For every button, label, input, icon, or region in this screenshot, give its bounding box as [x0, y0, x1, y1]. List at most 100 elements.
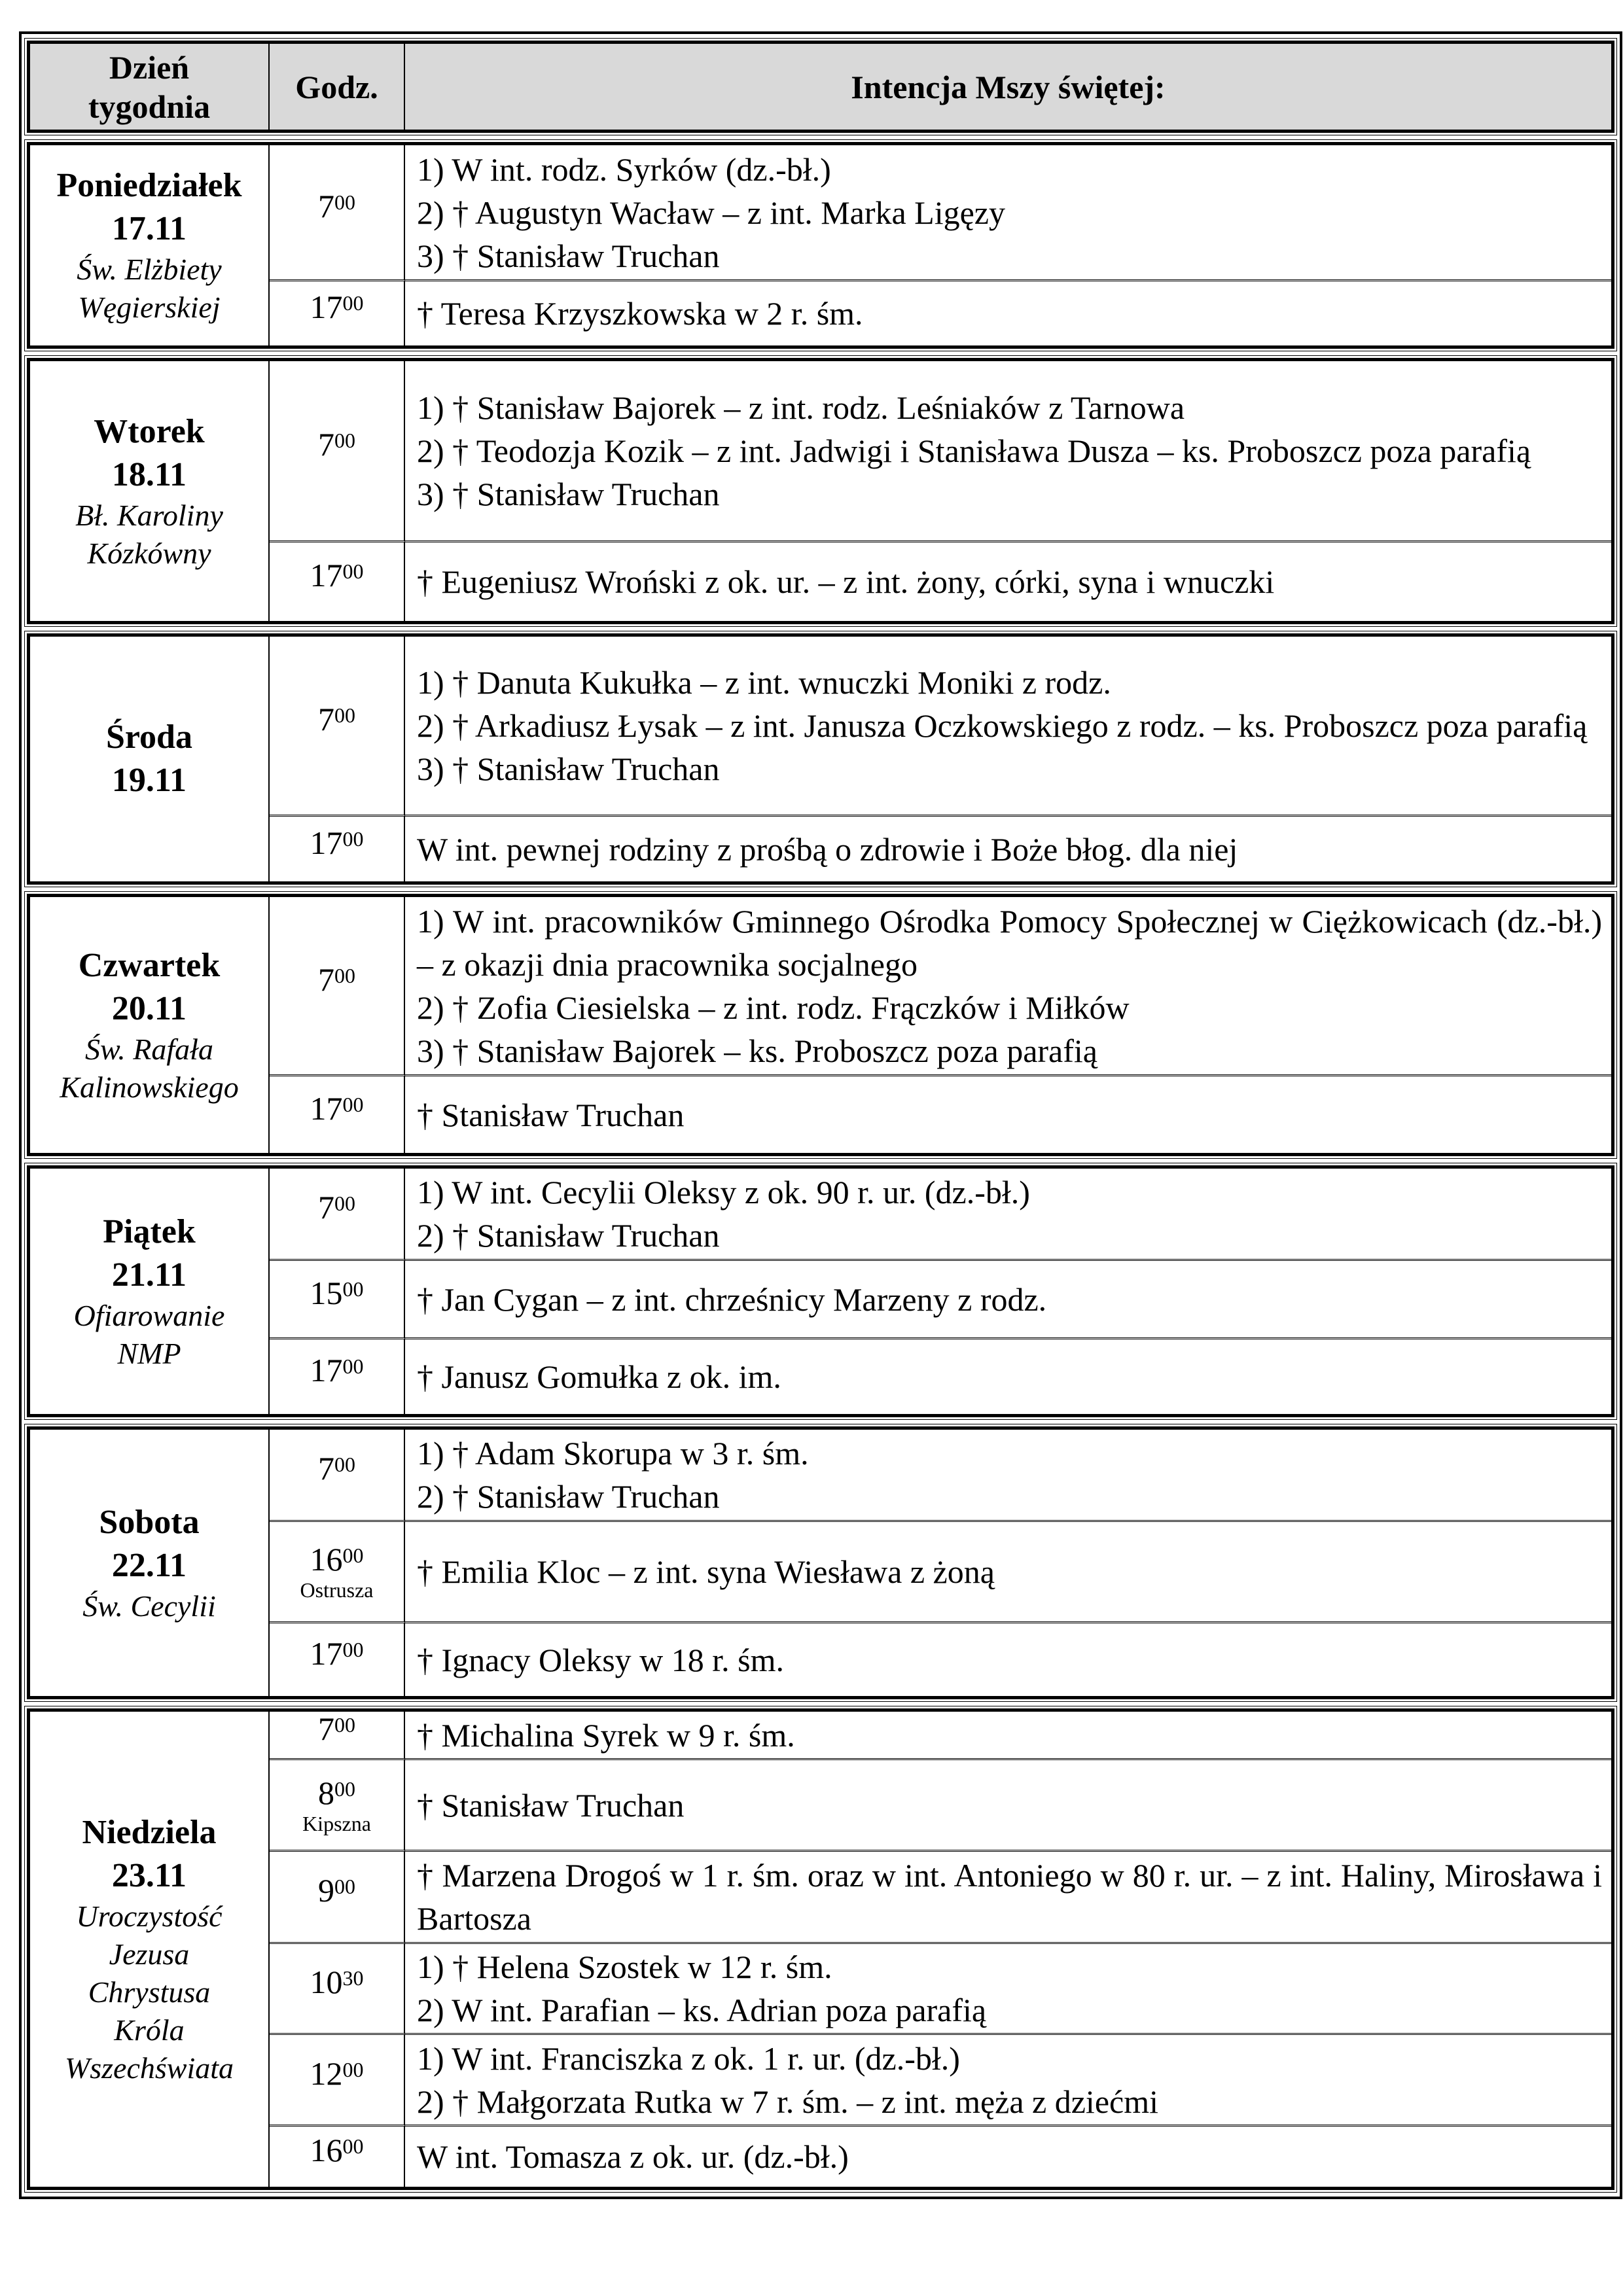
hour-min: 00 [334, 1712, 355, 1737]
mass-hour: 700 [270, 361, 405, 542]
day-date: 18.11 [111, 455, 187, 493]
day-cell: Poniedziałek 17.11 Św. Elżbiety Węgierskie… [30, 145, 270, 345]
hour-min: 00 [334, 703, 355, 727]
hour-h: 17 [310, 557, 343, 593]
day-cell: Środa 19.11 [30, 637, 270, 881]
hour-value: 700 [318, 701, 355, 737]
mass-intentions: 1) † Helena Szostek w 12 r. śm. 2) W int.… [405, 1944, 1611, 2035]
day-feast: Św. Rafała Kalinowskiego [60, 1032, 239, 1104]
mass-hour: 1700 [270, 281, 405, 345]
hour-min: 00 [342, 1277, 364, 1301]
mass-hour: 700 [270, 1430, 405, 1522]
mass-hour: 900 [270, 1852, 405, 1944]
hour-h: 8 [318, 1774, 334, 1811]
mass-intentions: † Teresa Krzyszkowska w 2 r. śm. [405, 281, 1611, 345]
mass-hour: 700 [270, 897, 405, 1076]
mass-hour: 700 [270, 145, 405, 281]
mass-hour: 1700 [270, 817, 405, 881]
day-name: Poniedziałek [56, 167, 242, 204]
mass-hour: 1600 Ostrusza [270, 1522, 405, 1623]
mass-intentions: 1) W int. rodz. Syrków (dz.-bł.) 2) † Aug… [405, 145, 1611, 281]
day-group: Wtorek 18.11 Bł. Karoliny Kózkówny 700 1) † … [24, 355, 1617, 627]
day-group: Niedziela 23.11 Uroczystość Jezusa Chrystu… [24, 1706, 1617, 2193]
hour-min: 00 [342, 1544, 364, 1567]
hour-min: 00 [334, 1192, 355, 1215]
day-group: Poniedziałek 17.11 Św. Elżbiety Węgierskie… [24, 139, 1617, 351]
intention-line: W int. pewnej rodziny z prośbą o zdrowie… [417, 830, 1238, 868]
hour-h: 7 [318, 961, 334, 998]
intention-line: † Jan Cygan – z int. chrześnicy Marzeny … [417, 1280, 1047, 1318]
hour-value: 1700 [310, 1352, 364, 1388]
day-name: Sobota [99, 1503, 200, 1541]
hour-value: 1200 [310, 2055, 364, 2092]
hour-value: 1600 [310, 1541, 364, 1578]
mass-intentions: † Emilia Kloc – z int. syna Wiesława z ż… [405, 1522, 1611, 1623]
intention-line: 1) W int. Cecylii Oleksy z ok. 90 r. ur.… [417, 1174, 1030, 1210]
mass-intentions: 1) † Stanisław Bajorek – z int. rodz. Le… [405, 361, 1611, 542]
hour-h: 17 [310, 289, 343, 325]
intention-line: W int. Tomasza z ok. ur. (dz.-bł.) [417, 2138, 849, 2175]
day-feast: Św. Cecylii [82, 1589, 216, 1623]
intention-line: 1) † Stanisław Bajorek – z int. rodz. Le… [417, 389, 1185, 426]
hour-h: 7 [318, 426, 334, 463]
day-name: Środa [106, 718, 192, 756]
day-date: 23.11 [111, 1857, 187, 1894]
mass-hour: 1600 [270, 2127, 405, 2187]
intention-line: † Michalina Syrek w 9 r. śm. [417, 1716, 795, 1754]
mass-intentions: 1) † Danuta Kukułka – z int. wnuczki Mon… [405, 637, 1611, 817]
intention-line: 1) W int. Franciszka z ok. 1 r. ur. (dz.… [417, 2040, 960, 2077]
mass-hour: 1700 [270, 1623, 405, 1696]
intention-line: 2) † Arkadiusz Łysak – z int. Janusza Oc… [417, 707, 1588, 744]
day-cell: Czwartek 20.11 Św. Rafała Kalinowskiego [30, 897, 270, 1153]
mass-intentions: 1) † Adam Skorupa w 3 r. śm. 2) † Stanisł… [405, 1430, 1611, 1522]
hour-value: 800 [318, 1775, 355, 1811]
hour-h: 17 [310, 1352, 343, 1388]
day-date: 21.11 [111, 1256, 187, 1294]
intention-line: 2) † Teodozja Kozik – z int. Jadwigi i S… [417, 433, 1531, 469]
mass-hour: 1200 [270, 2035, 405, 2127]
mass-location: Kipszna [302, 1811, 371, 1835]
day-name: Czwartek [78, 946, 221, 984]
hour-value: 1030 [310, 1964, 364, 2000]
intention-line: 2) † Zofia Ciesielska – z int. rodz. Frą… [417, 989, 1130, 1026]
hour-min: 00 [342, 559, 364, 583]
intention-line: † Janusz Gomułka z ok. im. [417, 1358, 781, 1395]
hour-h: 7 [318, 187, 334, 224]
mass-intentions: † Michalina Syrek w 9 r. śm. [405, 1712, 1611, 1760]
hour-min: 00 [342, 291, 364, 315]
day-cell: Sobota 22.11 Św. Cecylii [30, 1430, 270, 1696]
mass-intentions: 1) W int. Cecylii Oleksy z ok. 90 r. ur.… [405, 1169, 1611, 1261]
mass-intentions: † Marzena Drogoś w 1 r. śm. oraz w int. … [405, 1852, 1611, 1944]
mass-intentions: 1) W int. Franciszka z ok. 1 r. ur. (dz.… [405, 2035, 1611, 2127]
hour-value: 1500 [310, 1275, 364, 1311]
mass-intentions: † Stanisław Truchan [405, 1760, 1611, 1852]
hour-min: 00 [334, 429, 355, 452]
mass-intentions: W int. Tomasza z ok. ur. (dz.-bł.) [405, 2127, 1611, 2187]
mass-intentions: † Eugeniusz Wroński z ok. ur. – z int. ż… [405, 542, 1611, 621]
hour-h: 16 [310, 2132, 343, 2168]
intention-line: 1) † Danuta Kukułka – z int. wnuczki Mon… [417, 664, 1111, 701]
day-feast: Ofiarowanie NMP [73, 1298, 225, 1370]
day-group: Czwartek 20.11 Św. Rafała Kalinowskiego 700… [24, 891, 1617, 1159]
hour-value: 900 [318, 1872, 355, 1909]
intention-line: † Stanisław Truchan [417, 1786, 685, 1824]
mass-hour: 700 [270, 1710, 405, 1760]
hour-min: 00 [342, 1354, 364, 1378]
hour-min: 00 [342, 1637, 364, 1661]
intention-line: 2) † Małgorzata Rutka w 7 r. śm. – z int… [417, 2083, 1158, 2120]
header-hour: Godz. [270, 44, 405, 130]
mass-location: Ostrusza [300, 1578, 374, 1602]
intention-line: † Ignacy Oleksy w 18 r. śm. [417, 1641, 785, 1678]
mass-hour: 800 Kipszna [270, 1760, 405, 1852]
intention-line: 3) † Stanisław Truchan [417, 237, 720, 274]
day-group: Sobota 22.11 Św. Cecylii 700 1) † Adam Skoru… [24, 1424, 1617, 1702]
hour-min: 00 [334, 1453, 355, 1476]
hour-min: 00 [342, 2057, 364, 2081]
intention-line: † Marzena Drogoś w 1 r. śm. oraz w int. … [417, 1857, 1602, 1937]
hour-h: 7 [318, 1710, 334, 1747]
day-group: Środa 19.11 700 1) † Danuta Kukułka – z int… [24, 631, 1617, 887]
hour-value: 700 [318, 1189, 355, 1226]
intention-line: † Emilia Kloc – z int. syna Wiesława z ż… [417, 1553, 995, 1590]
hour-h: 17 [310, 824, 343, 861]
mass-intentions: W int. pewnej rodziny z prośbą o zdrowie… [405, 817, 1611, 881]
